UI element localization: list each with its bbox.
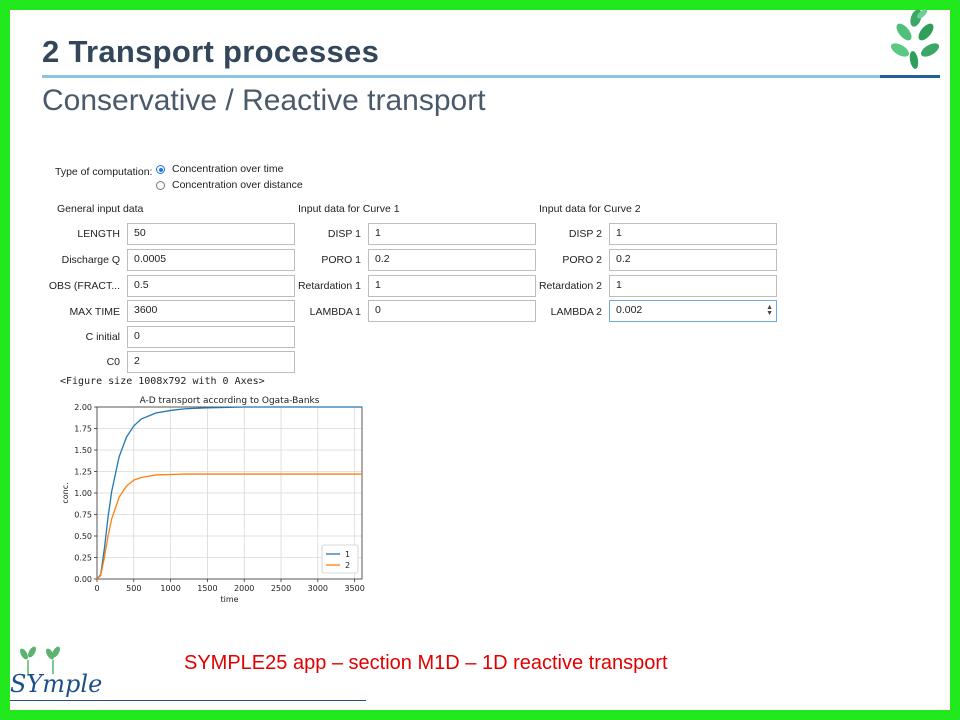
y-tick-label: 2.00 (74, 403, 92, 412)
y-tick-label: 1.25 (74, 468, 92, 477)
retardation2-input[interactable]: 1 (609, 275, 777, 297)
option-distance-label[interactable]: Concentration over distance (172, 179, 303, 191)
obs-input[interactable]: 0.5 (127, 275, 295, 297)
lambda2-label: LAMBDA 2 (550, 306, 602, 318)
legend-box (321, 544, 359, 574)
y-tick-label: 0.25 (74, 554, 92, 563)
max-time-label: MAX TIME (69, 306, 120, 318)
poro1-label: PORO 1 (321, 254, 361, 266)
spinner-arrows-icon[interactable]: ▲ ▼ (766, 304, 773, 317)
logo-wordmark: SYmple (10, 670, 102, 698)
legend-label-1: 1 (345, 550, 350, 559)
y-tick-label: 1.00 (74, 489, 92, 498)
lambda1-input[interactable]: 0 (368, 300, 536, 322)
y-tick-label: 1.50 (74, 446, 92, 455)
discharge-input[interactable]: 0.0005 (127, 249, 295, 271)
length-input[interactable]: 50 (127, 223, 295, 245)
x-tick-label: 500 (126, 584, 141, 593)
symple-logo: SYmple (10, 646, 102, 698)
c-initial-label: C initial (85, 331, 120, 343)
option-time-label[interactable]: Concentration over time (172, 163, 284, 175)
lambda1-label: LAMBDA 1 (309, 306, 361, 318)
y-tick-label: 1.75 (74, 425, 92, 434)
y-tick-label: 0.50 (74, 532, 92, 541)
x-tick-label: 2000 (234, 584, 254, 593)
x-tick-label: 1500 (197, 584, 217, 593)
general-header: General input data (57, 203, 144, 215)
radio-distance[interactable] (156, 181, 165, 190)
title-divider-accent (880, 75, 940, 78)
x-tick-label: 0 (94, 584, 99, 593)
disp1-input[interactable]: 1 (368, 223, 536, 245)
length-label: LENGTH (77, 228, 120, 240)
series-line-1 (96, 406, 362, 580)
lambda2-input[interactable]: 0.002 ▲ ▼ (609, 300, 777, 322)
x-tick-label: 1000 (160, 584, 180, 593)
computation-type-label: Type of computation: (55, 166, 153, 178)
sprout-icon (20, 646, 60, 676)
radio-time[interactable] (156, 165, 165, 174)
retardation2-label: Retardation 2 (538, 280, 602, 292)
leaf-logo-icon (890, 9, 940, 69)
footer-divider (10, 700, 366, 701)
x-tick-label: 2500 (271, 584, 291, 593)
poro2-input[interactable]: 0.2 (609, 249, 777, 271)
poro2-label: PORO 2 (562, 254, 602, 266)
lambda2-value: 0.002 (616, 304, 643, 316)
y-axis-label: conc. (61, 482, 70, 503)
disp1-label: DISP 1 (327, 228, 361, 240)
title-divider (42, 75, 940, 78)
legend-label-2: 2 (345, 561, 350, 570)
figure-caption: <Figure size 1008x792 with 0 Axes> (60, 376, 265, 387)
discharge-label: Discharge Q (61, 254, 120, 266)
c0-input[interactable]: 2 (127, 351, 295, 373)
series-line-2 (96, 473, 362, 580)
slide-title: 2 Transport processes (42, 34, 380, 69)
c0-label: C0 (106, 356, 120, 368)
curve1-header: Input data for Curve 1 (298, 203, 400, 215)
chart-title: A-D transport according to Ogata-Banks (140, 396, 320, 406)
x-tick-label: 3000 (308, 584, 328, 593)
x-tick-label: 3500 (344, 584, 364, 593)
obs-label: OBS (FRACT... (48, 280, 120, 292)
retardation1-input[interactable]: 1 (368, 275, 536, 297)
y-tick-label: 0.75 (74, 511, 92, 520)
y-tick-label: 0.00 (74, 575, 92, 584)
disp2-input[interactable]: 1 (609, 223, 777, 245)
footer-caption: SYMPLE25 app – section M1D – 1D reactive… (184, 652, 668, 674)
retardation1-label: Retardation 1 (297, 280, 361, 292)
x-axis-label: time (220, 595, 238, 604)
max-time-input[interactable]: 3600 (127, 300, 295, 322)
curve2-header: Input data for Curve 2 (539, 203, 641, 215)
disp2-label: DISP 2 (568, 228, 602, 240)
poro1-input[interactable]: 0.2 (368, 249, 536, 271)
c-initial-input[interactable]: 0 (127, 326, 295, 348)
slide-subtitle: Conservative / Reactive transport (42, 84, 486, 117)
concentration-chart: 0 500 1000 1500 2000 2500 3000 3500 0.00 0.25 0.50… (61, 396, 365, 604)
